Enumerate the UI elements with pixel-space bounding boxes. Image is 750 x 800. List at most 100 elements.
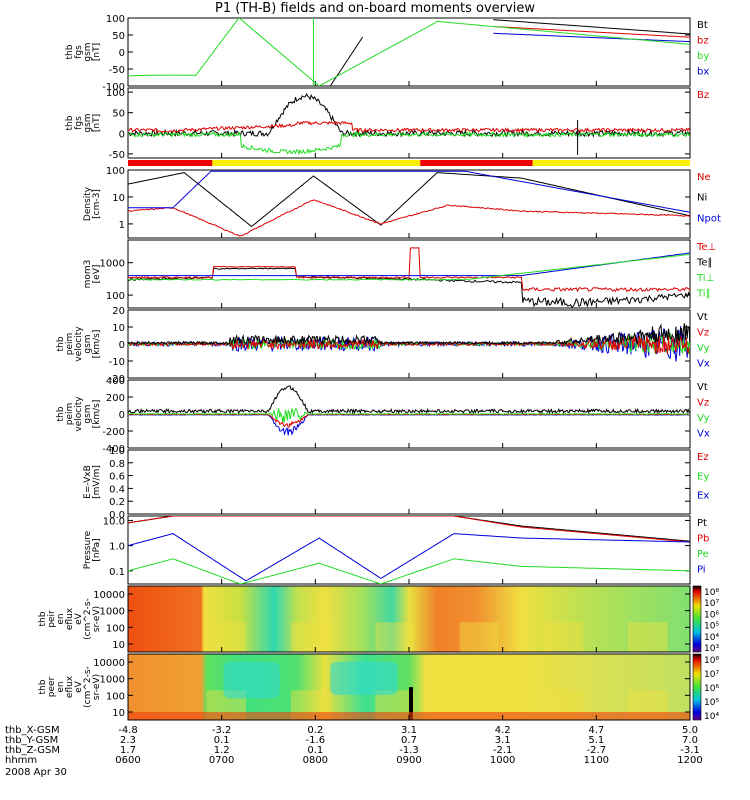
ephemeris-value: -1.3	[399, 745, 419, 756]
ephemeris-value: -3.1	[680, 745, 700, 756]
chart-title: P1 (TH-B) fields and on-board moments ov…	[215, 1, 535, 16]
legend-entry: bx	[697, 67, 709, 78]
panel-4: 1000 100 mom3 [eV] Te⊥ Te∥ Ti⊥ Ti∥	[83, 239, 716, 309]
ephemeris-value: 3.1	[494, 735, 511, 746]
ephemeris-value: -2.7	[586, 745, 607, 756]
series-bz-black	[128, 92, 690, 138]
series-vx	[128, 414, 690, 436]
y-axis-label-line: gsm	[83, 404, 93, 423]
y-axis-label-line: gsm	[83, 42, 93, 61]
legend-entry: Ti⊥	[696, 273, 714, 284]
ephemeris-value: 0700	[208, 755, 235, 766]
legend-entry: by	[697, 51, 709, 62]
series-pe	[128, 558, 690, 584]
legend-entry: Bz	[697, 90, 709, 101]
ephemeris-value: 4.2	[494, 725, 511, 736]
series-pb	[128, 516, 690, 543]
y-axis-label-line: [eV]	[92, 265, 102, 284]
y-axis-label-line: thb	[38, 611, 48, 626]
y-tick-label: 0	[119, 48, 125, 59]
y-axis-label-line: eflux	[65, 675, 75, 698]
y-axis-label-line: peir	[47, 610, 57, 628]
ephemeris-value: 5.0	[682, 725, 698, 736]
y-tick-label: 1.0	[109, 446, 125, 457]
legend-entry: Ti∥	[696, 289, 711, 300]
legend-entry: Bt	[697, 20, 708, 31]
ephemeris-value: 0900	[396, 755, 422, 766]
y-tick-label: 1000	[100, 675, 125, 686]
colorbar-tick-label: 10³	[704, 644, 719, 654]
y-tick-label: 1	[119, 220, 125, 231]
y-axis-label-line: fgs	[74, 116, 84, 130]
ephemeris-value: 7.0	[682, 735, 698, 746]
y-axis-label-line: thb	[65, 115, 75, 130]
colorbar-tick-label: 10⁵	[704, 622, 719, 632]
y-tick-label: 0.4	[109, 484, 125, 495]
legend-entry: Pi	[697, 565, 706, 576]
plot-date: 2008 Apr 30	[5, 767, 67, 778]
spectrogram-blob	[223, 661, 280, 699]
y-axis-label-line: peim	[65, 403, 75, 426]
legend-entry: Ex	[697, 491, 709, 502]
y-tick-label: 1.0	[109, 542, 125, 553]
y-tick-label: -50	[109, 150, 125, 161]
series-ti-perp	[128, 252, 690, 277]
spectrogram-band	[375, 622, 415, 652]
y-axis-label-line: Pressure	[83, 530, 93, 569]
y-tick-label: 10	[112, 193, 125, 204]
colorbar-tick-label: 10⁷	[704, 670, 719, 680]
spectrogram-band	[290, 622, 331, 652]
y-tick-label: 10.0	[103, 516, 125, 527]
series-bx	[493, 32, 690, 43]
legend-entry: Vt	[697, 382, 708, 393]
y-axis-label: Density [cm-3]	[83, 186, 102, 221]
colorbar-tick-label: 10⁸	[704, 656, 719, 666]
ephemeris-value: -4.8	[118, 725, 138, 736]
y-axis-label-line: thb	[56, 406, 66, 421]
series-ne	[128, 199, 690, 237]
y-axis-label-line: [nPa]	[92, 538, 102, 561]
spectrogram-band	[628, 622, 668, 652]
spectrogram-ion	[128, 586, 690, 652]
y-axis-label-line: peim	[65, 333, 75, 356]
y-axis-label-line: gsm	[83, 113, 93, 132]
ephemeris-row-label: hhmm	[5, 755, 38, 766]
legend-entry: Te∥	[696, 258, 713, 269]
spectrogram-band	[459, 622, 499, 652]
series-npot	[128, 170, 690, 213]
y-axis-label: E=-VxB [mV/m]	[83, 465, 102, 499]
ephemeris-value: -1.6	[305, 735, 326, 746]
legend-entry: Vt	[697, 312, 708, 323]
y-tick-label: 10	[112, 708, 125, 719]
ephemeris-value: 0600	[115, 755, 141, 766]
series-te-par	[128, 267, 690, 308]
y-tick-label: -20	[109, 374, 125, 385]
y-tick-label: 0	[119, 129, 125, 140]
y-axis-label-line: E=-VxB	[83, 465, 93, 499]
y-axis-label-line: thb	[65, 44, 75, 59]
ephemeris-value: 1.7	[120, 745, 136, 756]
colorbar-tick-label: 10⁴	[704, 712, 719, 722]
mode-bar-segment	[128, 160, 213, 166]
ephemeris-value: 1000	[489, 755, 516, 766]
y-tick-label: 0.0	[109, 510, 125, 521]
series-bz-red	[128, 120, 690, 134]
ephemeris-row-label: thb_Z-GSM	[5, 745, 60, 756]
panel-6: 400 200 0 -200 -400 thb peim velocity gsm [km/s] V…	[56, 376, 710, 455]
ephemeris-value: 0.1	[307, 745, 324, 756]
spectrogram-blob	[330, 661, 398, 695]
y-tick-label: 100	[106, 88, 125, 99]
y-axis-label: mom3 [eV]	[83, 260, 102, 289]
legend-entry: Npot	[697, 213, 721, 224]
y-axis-label-line: [nT]	[92, 43, 102, 61]
y-tick-label: -200	[102, 427, 125, 438]
y-tick-label: 10	[112, 640, 125, 651]
series-vt	[128, 385, 690, 415]
y-axis-label-line: mom3	[83, 260, 93, 289]
panel-frame	[127, 449, 691, 515]
y-axis-label-line: eflux	[65, 607, 75, 630]
ephemeris-value: 1.2	[213, 745, 230, 756]
y-tick-label: 100	[106, 166, 125, 177]
colorbar-tick-label: 10⁴	[704, 633, 719, 643]
